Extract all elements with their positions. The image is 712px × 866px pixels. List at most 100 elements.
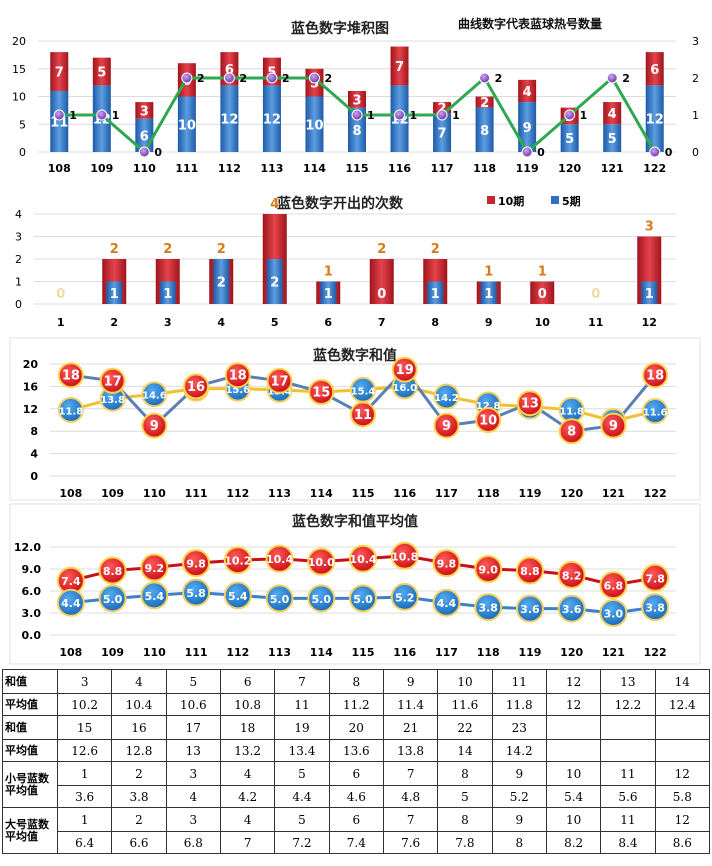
table-cell: 3 (165, 807, 221, 832)
chart1-bar-blue (560, 124, 579, 152)
chart3-y-tick: 4 (30, 448, 38, 461)
chart3-marker (141, 412, 168, 439)
table-row: 6.4 6.6 6.8 7 7.2 7.4 7.6 7.8 8 8.2 8.4 8.6 (3, 831, 711, 854)
chart1-hot-marker (96, 109, 108, 121)
chart1-title: 蓝色数字堆积图 (291, 20, 389, 37)
table-cell: 13 (165, 739, 221, 762)
chart2-label-10: 2 (163, 242, 172, 257)
table-cell: 8 (328, 669, 384, 694)
chart1-x-tick: 108 (48, 162, 71, 175)
table-cell: 5.8 (654, 785, 711, 808)
chart2-label-5: 1 (163, 287, 172, 302)
chart2-x-tick: 4 (217, 316, 225, 329)
chart2-label-5: 1 (484, 287, 493, 302)
chart4-data-label: 5.2 (395, 591, 415, 604)
chart1-hot-marker (436, 109, 448, 121)
table-cell: 23 (491, 715, 547, 740)
table-cell: 18 (219, 715, 276, 740)
table-cell: 12.2 (600, 693, 656, 716)
chart1-hot-label: 0 (537, 146, 545, 159)
table-cell (654, 739, 711, 762)
chart1-bar-blue (262, 85, 281, 152)
chart4-marker (182, 549, 211, 578)
chart3-x-tick: 121 (602, 487, 625, 500)
chart3-marker (516, 390, 543, 417)
table-cell: 7.8 (437, 831, 493, 854)
chart4-data-label: 3.0 (604, 608, 624, 621)
table-row: 平均值 12.6 12.8 13 13.2 13.4 13.6 13.8 14 14.2 (2, 739, 711, 762)
chart4-data-label: 8.8 (520, 565, 540, 578)
chart3-x-tick: 116 (393, 487, 416, 500)
chart1-label-red: 7 (395, 60, 404, 75)
chart1-bar-blue (475, 107, 494, 152)
chart2-label-10: 2 (377, 242, 386, 257)
table-cell: 12.4 (654, 693, 711, 716)
chart1-hot-label: 2 (239, 72, 247, 85)
chart4-title: 蓝色数字和值平均值 (292, 513, 418, 530)
chart3-y-tick: 8 (30, 425, 38, 438)
chart2-label-10: 0 (591, 287, 600, 302)
chart3-marker (433, 383, 460, 410)
chart4-marker (557, 560, 586, 589)
chart2-bar-5 (480, 281, 497, 304)
chart1-hot-marker (351, 109, 363, 121)
chart3-data-label: 11.6 (643, 408, 668, 419)
chart3-data-label: 18 (229, 369, 247, 384)
chart1-hot-marker (223, 72, 235, 84)
chart3-x-tick: 113 (268, 487, 291, 500)
chart4-data-label: 9.2 (145, 562, 165, 575)
chart4-marker (557, 594, 586, 623)
chart2-label-5: 2 (217, 276, 226, 291)
chart3-marker (99, 367, 126, 394)
chart1-label-red: 5 (97, 66, 106, 81)
chart4-x-tick: 110 (143, 646, 166, 659)
chart4-x-tick: 108 (59, 646, 82, 659)
chart1-bar-red (390, 46, 409, 86)
chart4-data-label: 5.0 (312, 593, 332, 606)
chart1-hot-label: 0 (665, 146, 673, 159)
chart3-marker (391, 356, 418, 383)
chart2-x-tick: 2 (110, 316, 118, 329)
chart4-marker (390, 582, 419, 611)
panel-frame-sum (9, 337, 701, 501)
chart2-y-tick: 0 (15, 298, 22, 311)
chart4-data-label: 3.8 (645, 602, 665, 615)
chart4-x-tick: 109 (101, 646, 124, 659)
chart3-marker (350, 401, 376, 428)
chart3-data-label: 14.2 (434, 393, 459, 404)
chart1-hot-label: 1 (112, 109, 120, 122)
chart4-marker (641, 593, 670, 622)
chart2-legend-10: 10期 (498, 194, 524, 208)
chart4-x-tick: 120 (560, 646, 583, 659)
table-cell: 5.2 (491, 785, 547, 808)
chart2-y-tick: 3 (15, 231, 22, 244)
chart4-data-label: 5.4 (228, 590, 248, 603)
chart1-hot-marker (53, 109, 65, 121)
table-cell: 9 (491, 761, 547, 786)
chart3-x-tick: 117 (435, 487, 458, 500)
table-cell: 8.6 (654, 831, 711, 854)
chart3-x-tick: 109 (101, 487, 124, 500)
table-cell: 15 (56, 715, 113, 740)
table-row-label: 大号蓝数 平均值 (2, 807, 58, 854)
table-cell: 11 (491, 669, 547, 694)
table-cell: 13 (600, 669, 656, 694)
table-cell: 12.6 (56, 739, 113, 762)
chart1-label-blue: 12 (646, 113, 664, 128)
panel-frame-avg (9, 503, 701, 665)
chart1-bar-red (603, 102, 622, 125)
table-row: 小号蓝数 平均值 1 2 3 4 5 6 7 8 9 10 11 12 (2, 761, 711, 808)
table-cell (545, 739, 602, 762)
chart4-data-label: 5.8 (186, 587, 206, 600)
chart4-marker (349, 544, 377, 573)
chart1-hot-label: 2 (622, 72, 630, 85)
chart1-bar-red (645, 52, 664, 86)
table-cell: 14 (654, 669, 711, 694)
chart1-bar-red (475, 96, 494, 108)
chart2-legend-swatch-5 (551, 196, 559, 204)
chart2-label-5: 0 (538, 287, 547, 302)
chart4-marker (474, 593, 503, 622)
chart3-data-label: 17 (104, 374, 122, 389)
chart1-subtitle: 曲线数字代表蓝球热号数量 (458, 16, 602, 31)
table-cell: 21 (382, 715, 439, 740)
